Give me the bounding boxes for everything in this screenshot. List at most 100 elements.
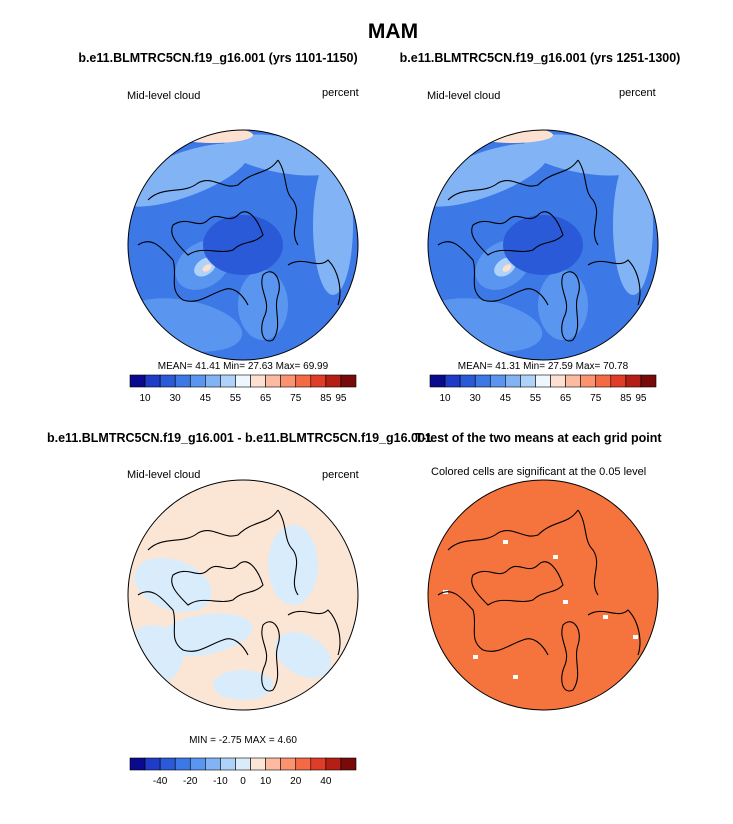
colorbar-swatch bbox=[325, 757, 342, 771]
map-outline bbox=[127, 479, 359, 711]
map-outline bbox=[427, 479, 659, 711]
units-label: percent bbox=[322, 469, 359, 481]
colorbar-label: 20 bbox=[290, 776, 302, 787]
coastline bbox=[147, 509, 299, 596]
field-patch bbox=[503, 215, 583, 275]
colorbar-label: 85 bbox=[320, 393, 332, 404]
colorbar-label: 30 bbox=[170, 393, 182, 404]
colorbar-swatch bbox=[144, 757, 161, 771]
note-label: Colored cells are significant at the 0.0… bbox=[431, 466, 646, 478]
insignificant-cell bbox=[603, 615, 608, 619]
colorbar-swatch bbox=[189, 757, 206, 771]
field-patch bbox=[275, 632, 331, 678]
coastline bbox=[561, 271, 580, 342]
colorbar-label: 10 bbox=[440, 393, 452, 404]
coastline bbox=[171, 561, 264, 606]
insignificant-cell bbox=[473, 655, 478, 659]
map-fields bbox=[437, 509, 641, 692]
colorbar-label: 65 bbox=[560, 393, 572, 404]
colorbar-swatch bbox=[429, 374, 446, 388]
insignificant-cell bbox=[553, 555, 558, 559]
figure-title: MAM bbox=[368, 20, 418, 43]
colorbar-label: 75 bbox=[290, 393, 302, 404]
coastline bbox=[171, 211, 264, 256]
colorbar-swatch bbox=[535, 374, 551, 388]
insignificant-cell bbox=[513, 675, 518, 679]
colorbar-label: 45 bbox=[500, 393, 512, 404]
colorbar-swatch bbox=[280, 757, 297, 771]
field-patch bbox=[313, 155, 353, 295]
colorbar-swatch bbox=[220, 374, 236, 388]
field-patch bbox=[173, 130, 253, 143]
variable-label: Mid-level cloud bbox=[427, 90, 500, 102]
colorbar-swatch bbox=[295, 757, 312, 771]
field-patch bbox=[502, 264, 512, 272]
map-fields bbox=[128, 509, 341, 700]
polar-map bbox=[427, 129, 659, 361]
colorbar-swatch bbox=[205, 757, 221, 771]
variable-label: Mid-level cloud bbox=[127, 469, 200, 481]
colorbar-swatch bbox=[325, 374, 342, 388]
colorbar-swatch bbox=[159, 374, 176, 388]
colorbar-swatch bbox=[310, 374, 327, 388]
stats-label: MEAN= 41.31 Min= 27.59 Max= 70.78 bbox=[458, 361, 629, 372]
panel-title: b.e11.BLMTRC5CN.f19_g16.001 - b.e11.BLMT… bbox=[47, 431, 432, 445]
insignificant-cell bbox=[633, 635, 638, 639]
colorbar-swatch bbox=[265, 757, 281, 771]
colorbar-swatch bbox=[459, 374, 476, 388]
units-label: percent bbox=[619, 87, 656, 99]
colorbar-label: -10 bbox=[213, 776, 228, 787]
stats-label: MIN = -2.75 MAX = 4.60 bbox=[189, 735, 297, 746]
coastline bbox=[137, 591, 249, 656]
coastline bbox=[287, 609, 341, 656]
coastline bbox=[137, 241, 249, 306]
colorbar-swatch bbox=[565, 374, 581, 388]
colorbar-swatch bbox=[129, 374, 146, 388]
coastline bbox=[471, 561, 564, 606]
colorbar-swatch bbox=[174, 374, 191, 388]
colorbar-label: 95 bbox=[335, 393, 347, 404]
panel-title: T-test of the two means at each grid poi… bbox=[415, 431, 662, 445]
colorbar-label: 40 bbox=[320, 776, 332, 787]
insignificant-cell bbox=[563, 600, 568, 604]
colorbar-swatch bbox=[474, 374, 491, 388]
colorbar-label: 95 bbox=[635, 393, 647, 404]
coastline bbox=[261, 271, 280, 342]
colorbar-label: 75 bbox=[590, 393, 602, 404]
field-patch bbox=[128, 143, 250, 207]
field-patch bbox=[538, 270, 588, 340]
colorbar-swatch bbox=[295, 374, 312, 388]
panel-title: b.e11.BLMTRC5CN.f19_g16.001 (yrs 1251-13… bbox=[400, 51, 681, 65]
colorbar-swatch bbox=[580, 374, 597, 388]
colorbar-label: 10 bbox=[140, 393, 152, 404]
colorbar-swatch bbox=[640, 374, 657, 388]
coastline bbox=[261, 621, 280, 692]
colorbar-swatch bbox=[129, 757, 146, 771]
colorbar-label: -20 bbox=[183, 776, 198, 787]
coastline bbox=[587, 609, 641, 656]
field-patch bbox=[203, 215, 283, 275]
field-patch bbox=[473, 130, 553, 143]
colorbar-swatch bbox=[235, 757, 251, 771]
colorbar-swatch bbox=[340, 374, 357, 388]
coastline bbox=[437, 591, 549, 656]
coastline bbox=[147, 159, 299, 246]
colorbar-label: 55 bbox=[530, 393, 542, 404]
colorbar-swatch bbox=[595, 374, 612, 388]
colorbar-swatch bbox=[159, 757, 176, 771]
colorbar-label: 85 bbox=[620, 393, 632, 404]
colorbar-swatch bbox=[265, 374, 281, 388]
stats-label: MEAN= 41.41 Min= 27.63 Max= 69.99 bbox=[158, 361, 329, 372]
colorbar-swatch bbox=[189, 374, 206, 388]
colorbar-swatch bbox=[444, 374, 461, 388]
coastline bbox=[587, 259, 641, 306]
coastline bbox=[447, 159, 599, 246]
colorbar-swatch bbox=[280, 374, 297, 388]
colorbar-swatch bbox=[220, 757, 236, 771]
colorbar-label: 0 bbox=[240, 776, 246, 787]
coastline bbox=[437, 241, 549, 306]
field-patch bbox=[213, 670, 273, 700]
variable-label: Mid-level cloud bbox=[127, 90, 200, 102]
panel-title: b.e11.BLMTRC5CN.f19_g16.001 (yrs 1101-11… bbox=[78, 51, 357, 65]
